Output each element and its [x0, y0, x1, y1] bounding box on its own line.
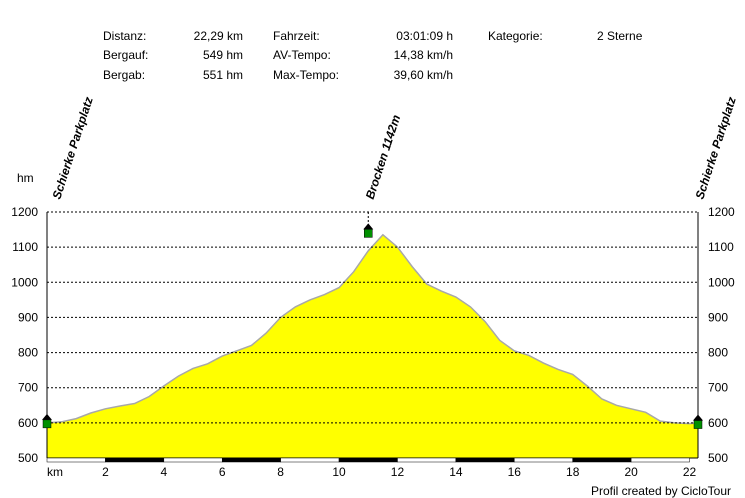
kategorie-value: 2 Sterne	[597, 29, 643, 43]
avtempo-label: AV-Tempo:	[273, 48, 331, 62]
x-tick-label: 16	[508, 465, 522, 479]
waypoint-label: Brocken 1142m	[363, 113, 404, 201]
y-tick-label-right: 800	[708, 346, 728, 360]
bergauf-value: 549 hm	[202, 48, 243, 62]
x-tick-label: 10	[332, 465, 346, 479]
y-tick-label-right: 600	[708, 416, 728, 430]
avtempo-value: 14,38 km/h	[393, 48, 453, 62]
x-tick-label: 20	[624, 465, 638, 479]
scale-bar-segment	[280, 457, 340, 463]
scale-bar-segment	[221, 457, 281, 463]
bergauf-label: Bergauf:	[103, 48, 149, 62]
scale-bar-segment	[163, 457, 223, 463]
scale-bar-segment	[397, 457, 457, 463]
y-tick-label-right: 1000	[708, 275, 735, 289]
y-tick-label-right: 500	[708, 451, 728, 465]
x-tick-label: 2	[102, 465, 109, 479]
maxtempo-label: Max-Tempo:	[273, 68, 340, 82]
scale-bar-segment	[46, 457, 106, 463]
fahrzeit-label: Fahrzeit:	[273, 29, 320, 43]
scale-bar-segment	[455, 457, 515, 463]
x-tick-label: 14	[449, 465, 463, 479]
waypoint-marker	[693, 420, 703, 429]
y-tick-label-left: 700	[18, 381, 38, 395]
y-tick-label-left: 800	[18, 346, 38, 360]
maxtempo-value: 39,60 km/h	[393, 68, 453, 82]
waypoint-marker-cap	[363, 223, 374, 230]
fahrzeit-value: 03:01:09 h	[396, 29, 453, 43]
waypoint-label: Schierke Parkplatz	[693, 95, 739, 201]
scale-bar-segment	[514, 457, 573, 463]
distanz-label: Distanz:	[103, 29, 147, 43]
waypoint-label: Schierke Parkplatz	[50, 95, 96, 201]
waypoint-marker-cap	[693, 414, 703, 421]
bergab-label: Bergab:	[103, 68, 146, 82]
y-tick-label-left: 1000	[11, 275, 38, 289]
waypoint-marker	[42, 419, 52, 429]
kategorie-label: Kategorie:	[488, 29, 543, 43]
x-axis-label: km	[47, 465, 63, 479]
y-tick-label-right: 1100	[708, 240, 734, 254]
scale-bar-segment	[572, 457, 632, 463]
y-tick-label-right: 700	[708, 381, 728, 395]
y-tick-label-left: 1100	[12, 240, 38, 254]
elevation-line	[46, 233, 699, 425]
waypoint-marker-cap	[42, 413, 52, 420]
x-tick-label: 12	[391, 465, 405, 479]
bergab-value: 551 hm	[202, 68, 243, 82]
y-tick-label-right: 1200	[708, 205, 735, 219]
scale-bar-segment	[338, 457, 398, 463]
x-tick-label: 8	[277, 465, 284, 479]
scale-bar-segment	[105, 457, 165, 463]
footer-credit: Profil created by CicloTour	[590, 484, 731, 498]
y-tick-label-left: 900	[18, 310, 38, 324]
x-tick-label: 22	[683, 465, 697, 479]
distanz-value: 22,29 km	[193, 29, 243, 43]
elevation-area	[47, 234, 698, 458]
y-tick-label-left: 500	[18, 451, 38, 465]
x-tick-label: 4	[160, 465, 167, 479]
y-axis-label: hm	[17, 171, 34, 185]
x-tick-label: 18	[566, 465, 580, 479]
waypoint-marker	[364, 229, 373, 238]
y-tick-label-left: 1200	[11, 205, 38, 219]
x-tick-label: 6	[219, 465, 226, 479]
y-tick-label-right: 900	[708, 310, 728, 324]
y-tick-label-left: 600	[18, 416, 38, 430]
scale-bar-segment	[630, 457, 690, 463]
